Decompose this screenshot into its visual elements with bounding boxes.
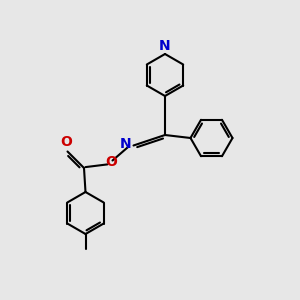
Text: N: N: [159, 38, 171, 52]
Text: O: O: [60, 134, 72, 148]
Text: O: O: [105, 155, 117, 169]
Text: N: N: [119, 137, 131, 151]
